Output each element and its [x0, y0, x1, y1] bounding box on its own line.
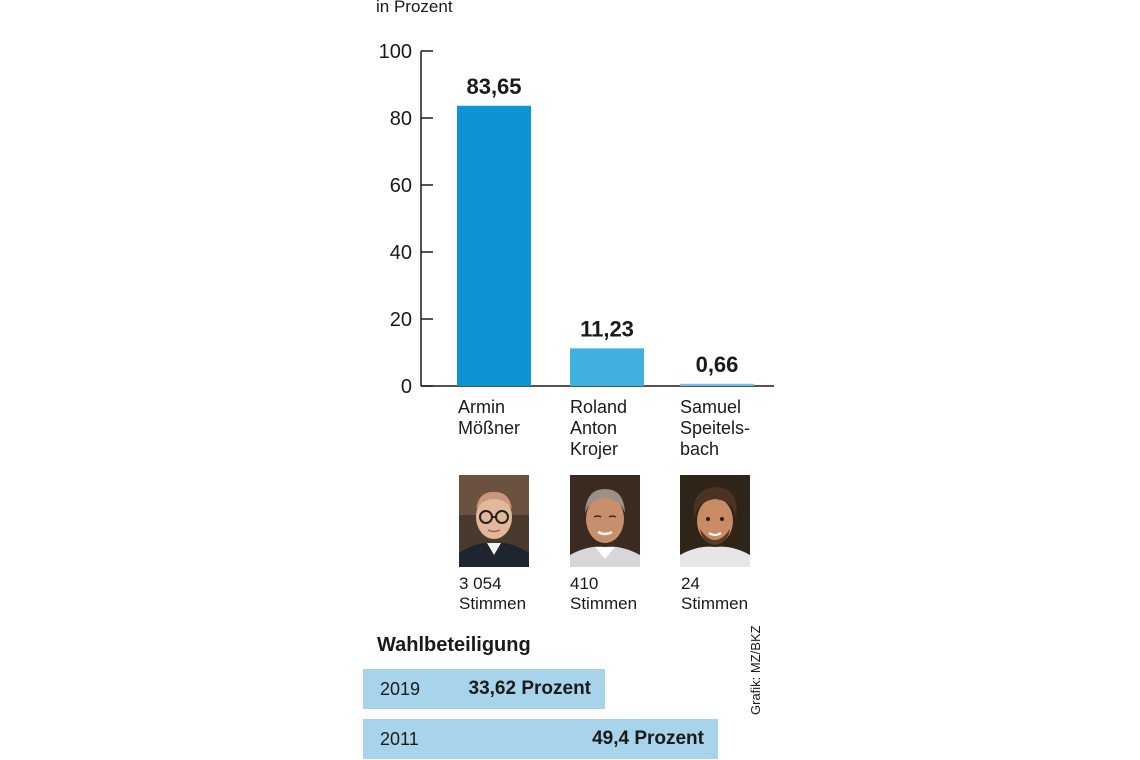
- y-tick-label: 80: [390, 108, 412, 130]
- candidate-photo-1: [459, 475, 529, 567]
- name-line: Krojer: [570, 439, 619, 459]
- name-line: Anton: [570, 418, 618, 438]
- name-line: bach: [680, 439, 720, 459]
- candidate-photo-2: [570, 475, 640, 567]
- y-tick-label: 20: [390, 309, 412, 331]
- name-line: Samuel: [680, 397, 742, 417]
- unit-label: in Prozent: [376, 0, 453, 16]
- y-tick-label: 0: [401, 376, 412, 398]
- votes-word: Stimmen: [570, 594, 638, 613]
- turnout-percent: 33,62 Prozent: [468, 678, 592, 699]
- bar: [457, 105, 531, 387]
- turnout-bar-2011: 2011 49,4 Prozent: [363, 719, 718, 759]
- candidate-name-2: Roland Anton Krojer: [570, 397, 680, 460]
- turnout-percent: 49,4 Prozent: [592, 728, 704, 749]
- name-line: Speitels-: [680, 418, 751, 438]
- votes-number: 3 054: [459, 574, 502, 593]
- votes-number: 24: [681, 574, 700, 593]
- turnout-year: 2019: [380, 679, 421, 699]
- candidate-photo-3: [680, 475, 750, 567]
- graphic-credit: Grafik: MZ/BKZ: [748, 625, 763, 715]
- turnout-bar-2019: 2019 33,62 Prozent: [363, 669, 605, 709]
- votes-1: 3 054 Stimmen: [459, 574, 569, 614]
- candidate-name-3: Samuel Speitels- bach: [680, 397, 790, 460]
- votes-2: 410 Stimmen: [570, 574, 680, 614]
- data-label: 83,65: [466, 74, 521, 99]
- turnout-title: Wahlbeteiligung: [377, 634, 531, 656]
- y-tick-label: 40: [390, 242, 412, 264]
- votes-word: Stimmen: [681, 594, 749, 613]
- data-label: 0,66: [696, 352, 739, 377]
- turnout-year: 2011: [380, 729, 419, 749]
- votes-number: 410: [570, 574, 599, 593]
- name-line: Armin: [458, 397, 506, 417]
- votes-word: Stimmen: [459, 594, 527, 613]
- bar: [680, 383, 754, 386]
- data-label: 11,23: [580, 316, 634, 341]
- name-line: Mößner: [458, 418, 521, 438]
- votes-3: 24 Stimmen: [681, 574, 791, 614]
- candidate-name-1: Armin Mößner: [458, 397, 568, 439]
- y-tick-label: 100: [379, 41, 412, 63]
- name-line: Roland: [570, 397, 628, 417]
- bar: [570, 348, 644, 386]
- y-tick-label: 60: [390, 175, 412, 197]
